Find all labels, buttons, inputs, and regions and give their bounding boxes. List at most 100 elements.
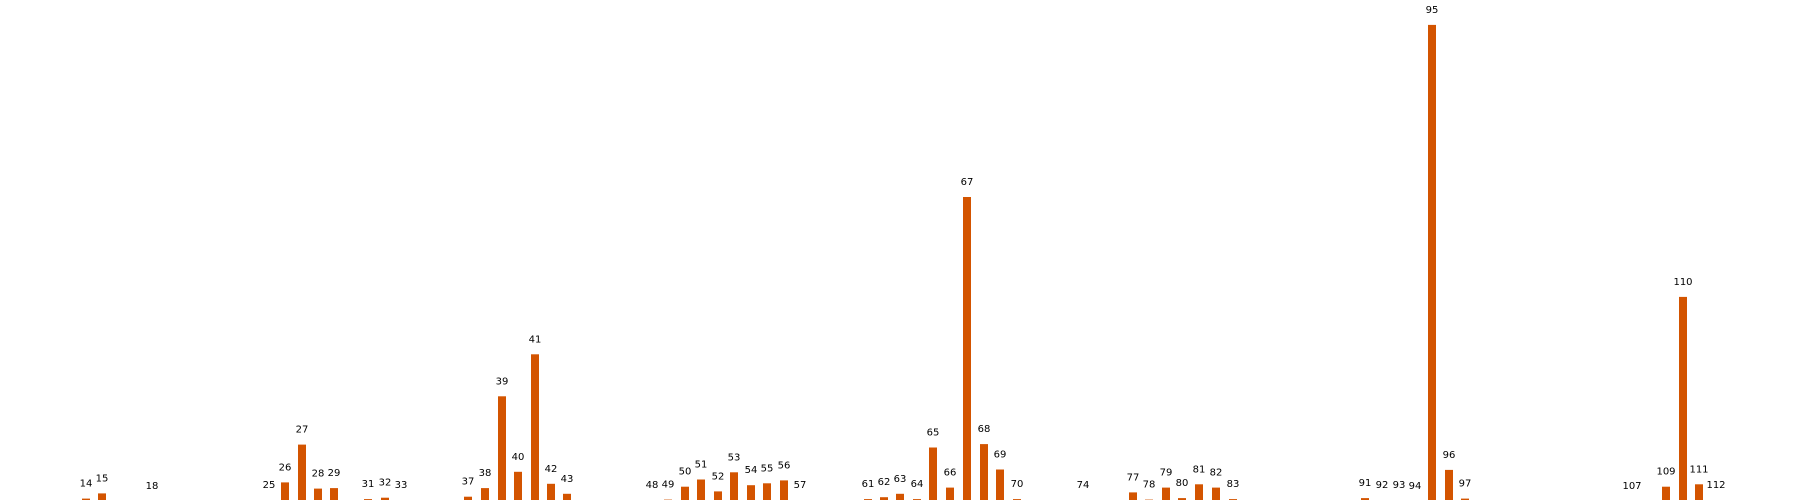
bar-97: [1461, 498, 1469, 500]
bar-14: [82, 498, 90, 500]
bar-label-56: 56: [778, 460, 791, 471]
bar-label-112: 112: [1706, 480, 1725, 491]
bar-54: [747, 485, 755, 500]
bar-label-18: 18: [146, 481, 159, 492]
bar-label-55: 55: [761, 463, 774, 474]
bar-label-43: 43: [561, 474, 574, 485]
bar-69: [996, 469, 1004, 500]
bar-label-77: 77: [1127, 472, 1140, 483]
bar-53: [730, 472, 738, 500]
bar-50: [681, 486, 689, 500]
bar-29: [330, 488, 338, 500]
bar-40: [514, 471, 522, 500]
bar-label-95: 95: [1426, 5, 1439, 16]
bar-series: [82, 24, 1703, 500]
bar-62: [880, 497, 888, 500]
bar-label-62: 62: [878, 477, 891, 488]
bar-32: [381, 497, 389, 500]
bar-28: [314, 488, 322, 500]
bar-77: [1129, 492, 1137, 500]
bar-label-111: 111: [1689, 464, 1708, 475]
bar-label-68: 68: [978, 424, 991, 435]
bar-label-70: 70: [1011, 479, 1024, 490]
bar-111: [1695, 484, 1703, 500]
bar-label-61: 61: [862, 479, 875, 490]
bar-label-69: 69: [994, 450, 1007, 461]
bar-label-31: 31: [362, 479, 375, 490]
bar-56: [780, 480, 788, 500]
bar-label-14: 14: [80, 479, 93, 490]
bar-label-96: 96: [1443, 450, 1456, 461]
bar-67: [963, 197, 971, 500]
bar-label-40: 40: [512, 452, 525, 463]
bar-label-39: 39: [496, 376, 509, 387]
bar-66: [946, 487, 954, 500]
bar-label-78: 78: [1143, 480, 1156, 491]
bar-82: [1212, 487, 1220, 500]
bar-37: [464, 496, 472, 500]
bar-55: [763, 483, 771, 500]
bar-label-41: 41: [529, 334, 542, 345]
bar-label-92: 92: [1376, 480, 1389, 491]
bar-label-81: 81: [1193, 464, 1206, 475]
bar-68: [980, 444, 988, 500]
bar-label-80: 80: [1176, 478, 1189, 489]
bar-label-107: 107: [1622, 481, 1641, 492]
bar-label-109: 109: [1656, 467, 1675, 478]
bar-label-65: 65: [927, 428, 940, 439]
bar-label-94: 94: [1409, 481, 1422, 492]
bar-label-110: 110: [1673, 277, 1692, 288]
bar-label-57: 57: [794, 480, 807, 491]
bar-41: [531, 354, 539, 500]
bar-label-29: 29: [328, 468, 341, 479]
bar-51: [697, 479, 705, 500]
bar-label-54: 54: [745, 465, 758, 476]
bar-label-38: 38: [479, 468, 492, 479]
bar-label-32: 32: [379, 478, 392, 489]
bar-label-97: 97: [1459, 479, 1472, 490]
bar-label-33: 33: [395, 480, 408, 491]
bar-63: [896, 493, 904, 500]
bar-label-27: 27: [296, 425, 309, 436]
bar-label-50: 50: [679, 467, 692, 478]
bar-label-79: 79: [1160, 468, 1173, 479]
bar-label-82: 82: [1210, 468, 1223, 479]
bar-52: [714, 491, 722, 500]
bar-79: [1162, 487, 1170, 500]
bar-27: [298, 444, 306, 500]
bar-15: [98, 493, 106, 500]
bar-label-51: 51: [695, 460, 708, 471]
bar-label-37: 37: [462, 477, 475, 488]
bar-96: [1445, 469, 1453, 500]
bar-39: [498, 396, 506, 500]
bar-label-52: 52: [712, 471, 725, 482]
bar-label-66: 66: [944, 468, 957, 479]
bar-91: [1361, 498, 1369, 500]
bar-label-48: 48: [646, 480, 659, 491]
bar-label-91: 91: [1359, 478, 1372, 489]
bar-label-28: 28: [312, 469, 325, 480]
bar-38: [481, 488, 489, 500]
bar-label-93: 93: [1393, 480, 1406, 491]
bar-label-83: 83: [1227, 479, 1240, 490]
bar-label-26: 26: [279, 462, 292, 473]
bar-label-64: 64: [911, 479, 924, 490]
bar-81: [1195, 484, 1203, 500]
bar-65: [929, 447, 937, 500]
bar-label-74: 74: [1077, 480, 1090, 491]
bar-43: [563, 493, 571, 500]
bar-label-15: 15: [96, 473, 109, 484]
bar-label-49: 49: [662, 480, 675, 491]
bar-label-67: 67: [961, 177, 974, 188]
bar-label-42: 42: [545, 464, 558, 475]
bar-label-25: 25: [263, 480, 276, 491]
bar-label-63: 63: [894, 474, 907, 485]
bar-95: [1428, 24, 1436, 500]
bar-110: [1679, 296, 1687, 500]
bar-42: [547, 483, 555, 500]
bar-80: [1178, 498, 1186, 500]
bar-109: [1662, 486, 1670, 500]
